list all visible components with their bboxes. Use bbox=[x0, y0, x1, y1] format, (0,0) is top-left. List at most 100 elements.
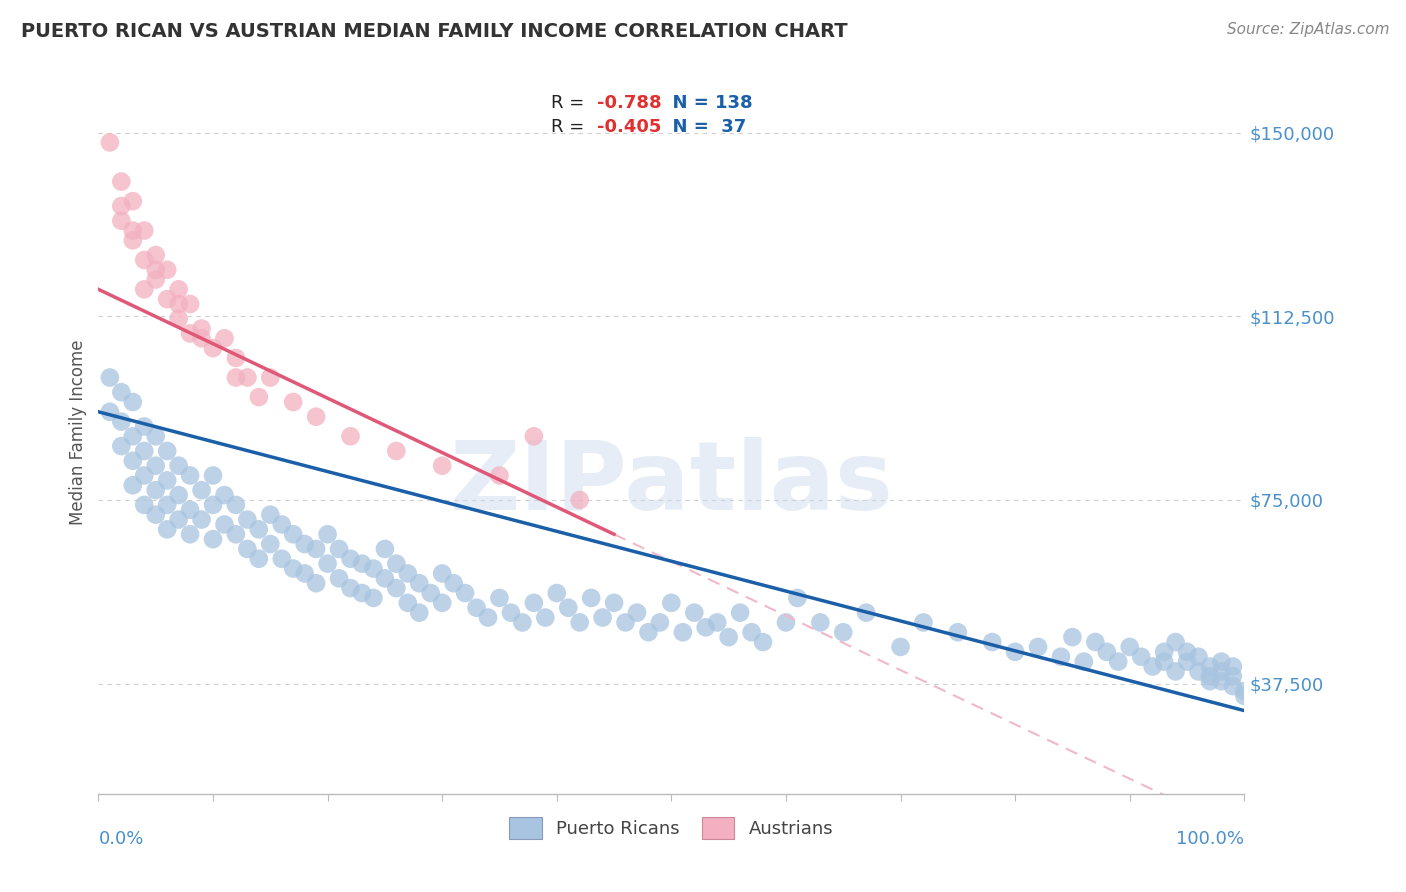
Point bbox=[419, 586, 441, 600]
Point bbox=[214, 331, 236, 345]
Point bbox=[499, 606, 522, 620]
Point bbox=[283, 527, 305, 541]
Point bbox=[374, 541, 396, 556]
Point bbox=[179, 297, 201, 311]
Point bbox=[110, 175, 132, 189]
Point bbox=[98, 405, 121, 419]
Point bbox=[145, 262, 167, 277]
Point bbox=[1073, 655, 1095, 669]
Point bbox=[156, 522, 179, 536]
Point bbox=[408, 576, 430, 591]
Point bbox=[775, 615, 797, 630]
Point bbox=[408, 606, 430, 620]
Point bbox=[190, 331, 212, 345]
Point bbox=[156, 474, 179, 488]
Point bbox=[259, 508, 281, 522]
Point bbox=[98, 370, 121, 384]
Point bbox=[270, 551, 292, 566]
Point bbox=[832, 625, 855, 640]
Point bbox=[523, 429, 546, 443]
Point bbox=[1233, 689, 1256, 703]
Text: -0.788: -0.788 bbox=[598, 95, 661, 112]
Point bbox=[121, 223, 143, 237]
Point bbox=[1107, 655, 1129, 669]
Point bbox=[156, 292, 179, 306]
Point bbox=[110, 385, 132, 400]
Point bbox=[134, 282, 156, 296]
Point bbox=[1004, 645, 1026, 659]
Point bbox=[1199, 659, 1222, 673]
Point bbox=[225, 351, 247, 365]
Point bbox=[1233, 684, 1256, 698]
Point bbox=[350, 557, 373, 571]
Point bbox=[134, 252, 156, 267]
Point bbox=[661, 596, 683, 610]
Text: R =: R = bbox=[551, 95, 591, 112]
Point bbox=[283, 395, 305, 409]
Point bbox=[179, 326, 201, 341]
Point bbox=[1199, 669, 1222, 683]
Point bbox=[706, 615, 728, 630]
Point bbox=[683, 606, 706, 620]
Point bbox=[396, 566, 419, 581]
Point bbox=[1119, 640, 1142, 654]
Point bbox=[1199, 674, 1222, 689]
Point bbox=[179, 468, 201, 483]
Point bbox=[488, 591, 510, 605]
Text: Source: ZipAtlas.com: Source: ZipAtlas.com bbox=[1226, 22, 1389, 37]
Point bbox=[202, 468, 225, 483]
Point bbox=[1142, 659, 1164, 673]
Text: PUERTO RICAN VS AUSTRIAN MEDIAN FAMILY INCOME CORRELATION CHART: PUERTO RICAN VS AUSTRIAN MEDIAN FAMILY I… bbox=[21, 22, 848, 41]
Point bbox=[557, 600, 579, 615]
Point bbox=[1164, 665, 1187, 679]
Text: 0.0%: 0.0% bbox=[98, 830, 143, 848]
Point bbox=[190, 321, 212, 335]
Point bbox=[1084, 635, 1107, 649]
Point bbox=[145, 483, 167, 498]
Point bbox=[270, 517, 292, 532]
Point bbox=[202, 498, 225, 512]
Point bbox=[454, 586, 477, 600]
Point bbox=[98, 136, 121, 150]
Text: N =  37: N = 37 bbox=[659, 119, 747, 136]
Point bbox=[1062, 630, 1084, 644]
Point bbox=[786, 591, 808, 605]
Point bbox=[1050, 649, 1073, 664]
Point bbox=[912, 615, 935, 630]
Point bbox=[316, 557, 339, 571]
Point bbox=[259, 537, 281, 551]
Point bbox=[134, 223, 156, 237]
Point bbox=[214, 517, 236, 532]
Point bbox=[546, 586, 568, 600]
Point bbox=[477, 610, 499, 624]
Point bbox=[648, 615, 671, 630]
Point bbox=[637, 625, 659, 640]
Point bbox=[363, 591, 385, 605]
Point bbox=[568, 615, 591, 630]
Point bbox=[946, 625, 969, 640]
Point bbox=[121, 478, 143, 492]
Point bbox=[134, 419, 156, 434]
Point bbox=[981, 635, 1004, 649]
Point bbox=[167, 311, 190, 326]
Point bbox=[488, 468, 510, 483]
Point bbox=[672, 625, 695, 640]
Point bbox=[626, 606, 648, 620]
Text: ZIPatlas: ZIPatlas bbox=[450, 437, 893, 530]
Point bbox=[579, 591, 602, 605]
Point bbox=[294, 566, 316, 581]
Point bbox=[110, 213, 132, 227]
Point bbox=[741, 625, 763, 640]
Point bbox=[1211, 674, 1233, 689]
Point bbox=[145, 248, 167, 262]
Point bbox=[179, 527, 201, 541]
Point bbox=[1222, 669, 1244, 683]
Point bbox=[752, 635, 775, 649]
Point bbox=[202, 341, 225, 355]
Point bbox=[568, 493, 591, 508]
Text: N = 138: N = 138 bbox=[659, 95, 752, 112]
Text: 100.0%: 100.0% bbox=[1177, 830, 1244, 848]
Point bbox=[396, 596, 419, 610]
Point bbox=[1211, 655, 1233, 669]
Point bbox=[1164, 635, 1187, 649]
